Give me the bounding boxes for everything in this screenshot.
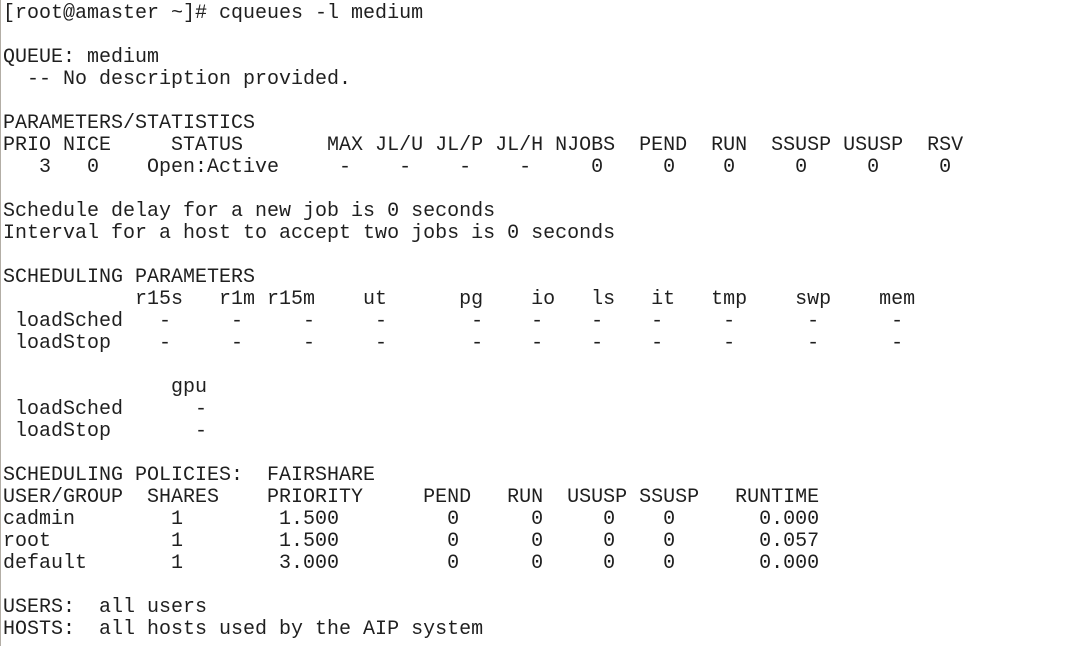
users-line: USERS: all users [3, 596, 208, 619]
gpu-load-stop-row: loadStop - [3, 420, 208, 443]
queue-description-line: -- No description provided. [3, 68, 352, 91]
terminal-window-left-edge [0, 0, 1, 646]
params-stats-title-line: PARAMETERS/STATISTICS [3, 112, 256, 135]
load-stop-row: loadStop - - - - - - - - - - - [3, 332, 904, 355]
sched-policies-title-line: SCHEDULING POLICIES: FAIRSHARE [3, 464, 376, 487]
sched-params-title-line: SCHEDULING PARAMETERS [3, 266, 256, 289]
blank-line [3, 575, 1068, 597]
params-stats-header-line: PRIO NICE STATUS MAX JL/U JL/P JL/H NJOB… [3, 134, 964, 157]
blank-line [3, 25, 1068, 47]
sched-params-header-line: r15s r1m r15m ut pg io ls it tmp swp mem [3, 288, 916, 311]
load-sched-row: loadSched - - - - - - - - - - - [3, 310, 904, 333]
blank-line [3, 179, 1068, 201]
blank-line [3, 355, 1068, 377]
blank-line [3, 245, 1068, 267]
fairshare-row-root: root 1 1.500 0 0 0 0 0.057 [3, 530, 820, 553]
fairshare-header-line: USER/GROUP SHARES PRIORITY PEND RUN USUS… [3, 486, 820, 509]
gpu-header-line: gpu [3, 376, 208, 399]
params-stats-values-line: 3 0 Open:Active - - - - 0 0 0 0 0 0 [3, 156, 952, 179]
blank-line [3, 443, 1068, 465]
accept-interval-line: Interval for a host to accept two jobs i… [3, 222, 616, 245]
schedule-delay-line: Schedule delay for a new job is 0 second… [3, 200, 496, 223]
fairshare-row-default: default 1 3.000 0 0 0 0 0.000 [3, 552, 820, 575]
queue-title-line: QUEUE: medium [3, 46, 160, 69]
blank-line [3, 91, 1068, 113]
shell-prompt-line: [root@amaster ~]# cqueues -l medium [3, 2, 424, 25]
gpu-load-sched-row: loadSched - [3, 398, 208, 421]
hosts-line: HOSTS: all hosts used by the AIP system [3, 618, 484, 641]
fairshare-row-cadmin: cadmin 1 1.500 0 0 0 0 0.000 [3, 508, 820, 531]
